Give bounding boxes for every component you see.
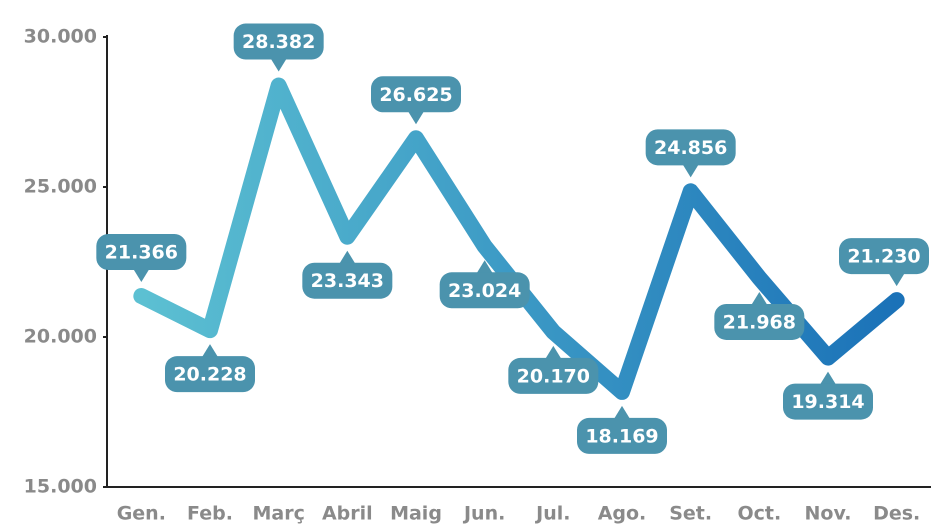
value-label: 23.024	[448, 280, 521, 302]
label-tail	[888, 273, 905, 287]
value-label: 28.382	[242, 31, 315, 53]
x-tick-label: Set.	[669, 503, 712, 525]
x-tick-label: Març	[252, 503, 304, 525]
x-tick-label: Gen.	[117, 503, 166, 525]
label-bubble	[783, 383, 873, 420]
y-tick-label: 15.000	[24, 476, 97, 498]
value-label: 21.366	[105, 242, 178, 264]
value-label: 21.968	[723, 311, 796, 333]
label-bubble	[508, 357, 599, 394]
value-label: 20.170	[517, 365, 590, 387]
value-label: 19.314	[791, 391, 864, 413]
label-tail	[133, 269, 150, 283]
value-label: 21.230	[847, 246, 920, 268]
y-tick-label: 25.000	[24, 176, 97, 198]
value-label: 24.856	[654, 137, 727, 159]
x-tick-label: Jun.	[462, 503, 505, 525]
label-bubble	[714, 303, 805, 340]
label-tail	[202, 344, 218, 358]
label-tail	[476, 260, 493, 274]
x-tick-label: Des.	[873, 503, 920, 525]
value-label: 20.228	[173, 364, 246, 386]
label-tail	[751, 291, 768, 305]
label-bubble	[96, 234, 187, 271]
label-tail	[270, 58, 287, 72]
x-tick-label: Nov.	[804, 503, 851, 525]
label-bubble	[645, 129, 736, 166]
x-tick-label: Ago.	[598, 503, 647, 525]
y-tick-label: 20.000	[24, 326, 97, 348]
label-bubble	[577, 417, 667, 454]
label-bubble	[839, 238, 929, 275]
label-tail	[339, 250, 356, 264]
label-tail	[614, 405, 630, 419]
line	[133, 77, 905, 400]
label-tail	[408, 111, 424, 125]
label-tail	[682, 164, 699, 178]
x-tick-label: Feb.	[187, 503, 233, 525]
label-tail	[820, 371, 836, 385]
x-tick-label: Abril	[322, 503, 373, 525]
label-tail	[545, 345, 562, 359]
label-bubble	[439, 272, 530, 309]
label-bubble	[233, 23, 324, 60]
x-tick-label: Jul.	[534, 503, 570, 525]
value-label: 26.625	[379, 84, 452, 106]
y-tick-label: 30.000	[24, 26, 97, 48]
x-tick-label: Oct.	[737, 503, 781, 525]
value-label: 23.343	[311, 270, 384, 292]
label-bubble	[302, 262, 393, 299]
label-bubble	[165, 356, 255, 393]
value-label: 18.169	[585, 425, 658, 447]
x-tick-label: Maig	[390, 503, 442, 525]
label-bubble	[371, 76, 461, 113]
